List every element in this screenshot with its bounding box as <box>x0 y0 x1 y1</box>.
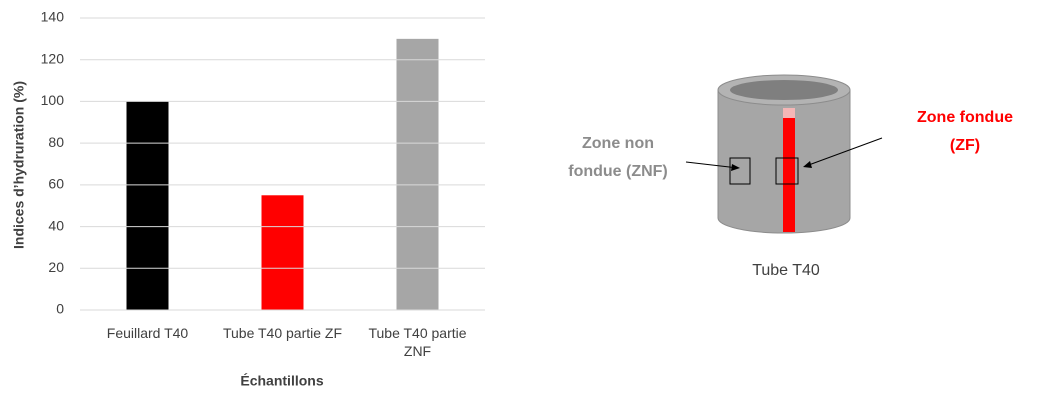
bar <box>261 195 304 310</box>
zf-box <box>775 157 799 185</box>
bar <box>126 101 169 310</box>
zf-arrowhead <box>803 161 812 168</box>
y-axis-label: Indices d’hydruration (%) <box>11 81 27 249</box>
znf-arrow <box>685 161 739 169</box>
y-tick-label: 0 <box>56 301 64 317</box>
bar <box>396 38 439 310</box>
x-tick-label: Tube T40 partie ZF <box>222 325 343 341</box>
x-tick-label: Tube T40 partie ZNF <box>368 325 467 359</box>
y-tick-label: 40 <box>48 217 64 233</box>
znf-arrowhead <box>731 164 740 171</box>
znf-label: Zone non fondue (ZNF) <box>568 135 668 180</box>
y-tick-label: 120 <box>41 50 65 66</box>
y-tick-label: 80 <box>48 134 64 150</box>
znf-box <box>729 157 751 185</box>
tube-caption: Tube T40 <box>752 262 820 279</box>
x-tick-label: Feuillard T40 <box>106 325 189 341</box>
y-tick-label: 20 <box>48 259 64 275</box>
y-tick-label: 100 <box>41 92 65 108</box>
weld-stripe <box>783 118 795 232</box>
x-axis-label: Échantillons <box>240 373 323 389</box>
zf-arrow <box>805 137 883 167</box>
y-tick-label: 60 <box>48 176 64 192</box>
tube-inner <box>730 80 838 100</box>
tube-diagram <box>685 74 883 234</box>
y-tick-label: 140 <box>41 9 65 25</box>
zf-label: Zone fondue (ZF) <box>917 109 1013 154</box>
weld-top <box>783 108 795 118</box>
